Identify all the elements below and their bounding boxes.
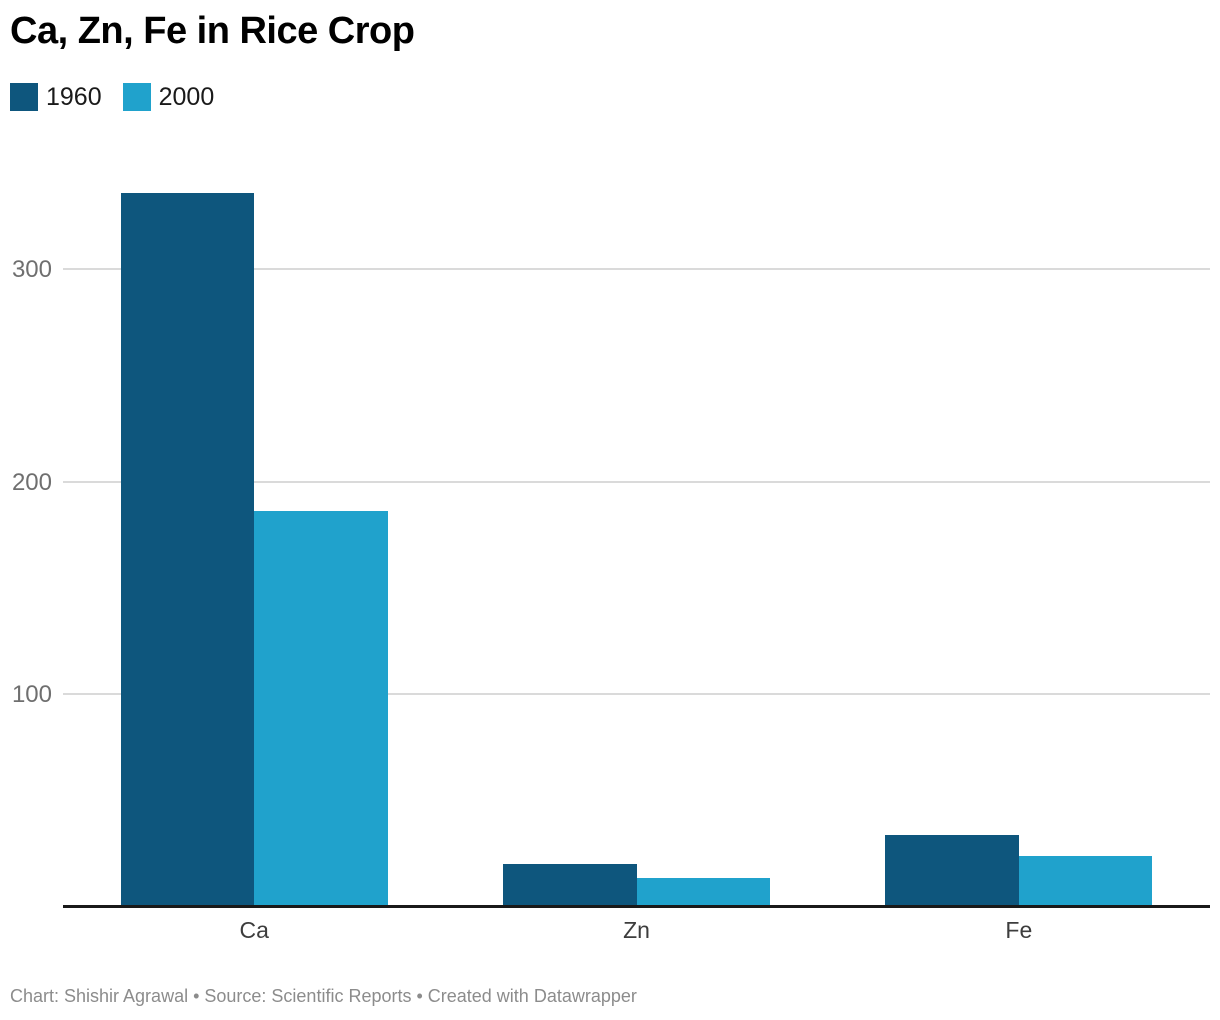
gridline-300 [63,268,1210,271]
y-tick-label-100: 100 [11,680,52,708]
bar-ca-2000 [254,511,388,906]
y-tick-label-200: 200 [11,468,52,496]
x-axis-label-fe: Fe [1005,917,1033,943]
bar-zn-2000 [636,878,770,906]
legend-swatch-1960-icon [10,83,38,111]
x-axis-label-zn: Zn [623,917,650,943]
bar-ca-1960 [120,192,255,906]
x-axis-label-ca: Ca [239,917,269,943]
legend-item-2000: 2000 [122,82,215,111]
gridline-200 [63,480,1210,483]
plot-area: 100 200 300 [12,150,1210,906]
chart-footer: Chart: Shishir Agrawal • Source: Scienti… [10,986,637,1006]
bar-fe-2000 [1018,855,1153,906]
legend-item-1960: 1960 [10,83,102,111]
bar-zn-1960 [503,863,637,906]
x-axis-line [63,905,1210,908]
gridline-100 [63,692,1210,695]
legend-swatch-2000-icon [122,83,151,111]
legend: 1960 2000 [10,83,214,111]
legend-label-1960: 1960 [46,82,102,111]
chart-title: Ca, Zn, Fe in Rice Crop [10,10,415,52]
y-tick-label-300: 300 [11,256,52,284]
legend-label-2000: 2000 [158,82,215,111]
bar-fe-1960 [885,834,1019,906]
